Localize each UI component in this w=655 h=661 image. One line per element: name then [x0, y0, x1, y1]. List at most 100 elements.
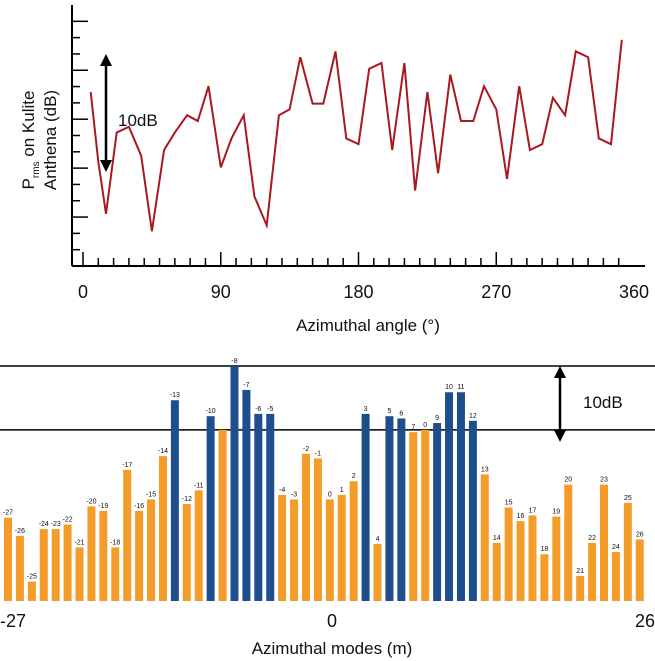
top-scale-arrow — [100, 54, 112, 172]
bar-mode--27 — [4, 517, 12, 601]
bar-label: -6 — [255, 406, 261, 413]
bar-label: -2 — [303, 446, 309, 453]
bar-label: 0 — [328, 491, 332, 498]
bar-mode--18 — [111, 547, 120, 601]
bar-label: 11 — [457, 384, 464, 391]
bar-mode--9 — [218, 429, 227, 601]
top-x-tick-label: 360 — [619, 282, 649, 302]
top-x-tick-label: 90 — [211, 282, 231, 302]
bar-mode--8 — [230, 366, 239, 601]
bar-mode-26 — [635, 539, 644, 601]
bar-label: -14 — [158, 448, 168, 455]
bar-label: 10 — [445, 384, 453, 391]
bar-label: -11 — [194, 482, 204, 489]
bar-label: 24 — [612, 544, 620, 551]
bar-label: -8 — [231, 358, 237, 365]
bottom-scale-arrow-up — [554, 366, 566, 378]
bar-label: -19 — [98, 503, 108, 510]
bar-mode--14 — [158, 456, 167, 601]
bar-mode-8 — [421, 429, 430, 601]
bar-mode--3 — [290, 499, 299, 601]
bottom-x-tick-label: -27 — [0, 611, 26, 631]
bar-mode-16 — [516, 521, 525, 601]
top-y-axis-label: Prms on Kulite Anthena (dB) — [19, 90, 60, 190]
bar-label: 25 — [624, 495, 632, 502]
bar-label: 12 — [469, 413, 477, 420]
bar-mode-0 — [325, 499, 334, 601]
bar-mode-9 — [433, 423, 442, 601]
bar-mode-12 — [468, 420, 477, 601]
bar-mode-3 — [361, 413, 370, 601]
svg-text:Prms on Kulite: Prms on Kulite — [19, 91, 42, 190]
bar-label: -4 — [279, 487, 285, 494]
bar-label: 5 — [387, 408, 391, 415]
bar-mode-2 — [349, 481, 358, 601]
bar-mode-5 — [385, 416, 394, 601]
bar-mode--2 — [302, 453, 310, 601]
bar-mode--20 — [87, 506, 96, 601]
top-scale-arrow-up — [100, 54, 112, 66]
bottom-x-tick-labels: -27 0 26 — [0, 611, 655, 631]
bar-value-labels: -27-26-25-24 -23-22-21-20-19-18-17-16-15-… — [3, 358, 644, 581]
bottom-scale-label: 10dB — [583, 393, 623, 412]
top-x-axis-label: Azimuthal angle (°) — [296, 316, 440, 335]
bar-label: -7 — [243, 382, 249, 389]
y-label-sub: rms — [31, 161, 42, 178]
bar-mode-7 — [409, 432, 418, 601]
bar-mode-23 — [600, 484, 608, 601]
bar-mode-22 — [588, 542, 597, 601]
bar-label: 14 — [493, 535, 501, 542]
bar-mode-4 — [373, 543, 382, 601]
bar-label: 15 — [505, 499, 513, 506]
bar-mode-20 — [564, 484, 573, 601]
bar-mode--4 — [278, 494, 287, 601]
bar-mode--5 — [266, 413, 275, 601]
bar-label: -13 — [170, 392, 180, 399]
bar-mode-11 — [456, 392, 465, 601]
bar-mode-6 — [397, 418, 406, 601]
top-x-tick-label: 270 — [481, 282, 511, 302]
bar-mode-14 — [492, 542, 501, 601]
bar-label: -27 — [3, 510, 13, 517]
bar-label: -22 — [63, 517, 73, 524]
bar-mode--19 — [99, 510, 108, 601]
bar-mode--15 — [147, 499, 156, 601]
bar-mode--1 — [313, 458, 322, 601]
bar-label: 26 — [636, 531, 644, 538]
bar-label: -23 — [51, 521, 61, 528]
bar-mode--17 — [123, 469, 132, 601]
bar-label: 7 — [411, 424, 415, 431]
top-x-tick-label: 0 — [78, 282, 88, 302]
bar-label: 18 — [541, 546, 549, 553]
bar-label: 19 — [552, 509, 560, 516]
reference-lines — [0, 365, 655, 431]
bar-label: 23 — [600, 477, 608, 484]
bar-label: -5 — [267, 406, 273, 413]
bar-mode-13 — [480, 474, 489, 601]
bar-label: -25 — [27, 574, 37, 581]
bar-label: 17 — [529, 507, 537, 514]
bottom-bar-chart: -27-26-25-24 -23-22-21-20-19-18-17-16-15-… — [0, 358, 655, 658]
bar-mode--11 — [194, 490, 203, 601]
bar-label: 13 — [481, 466, 489, 473]
bottom-scale-arrow-down — [554, 430, 566, 442]
series-line — [89, 39, 623, 232]
bar-mode--22 — [63, 524, 72, 601]
bar-label: 21 — [576, 568, 584, 575]
top-ticks — [72, 20, 620, 266]
top-axes — [71, 5, 645, 267]
bar-mode--21 — [75, 547, 84, 601]
bar-label: -10 — [206, 408, 216, 415]
bar-mode-25 — [623, 502, 632, 601]
bar-mode--6 — [254, 413, 263, 601]
bar-mode--24 — [39, 529, 48, 601]
bar-mode-19 — [552, 516, 561, 601]
top-line-chart: 0 90 180 270 360 10dB Azimuthal angle (°) Pr… — [19, 5, 649, 335]
bar-mode--12 — [182, 504, 191, 601]
bar-mode--10 — [206, 416, 215, 601]
y-label-main: P — [19, 178, 38, 189]
bars — [4, 366, 644, 601]
bar-mode-1 — [337, 494, 346, 601]
top-x-tick-label: 180 — [343, 282, 373, 302]
